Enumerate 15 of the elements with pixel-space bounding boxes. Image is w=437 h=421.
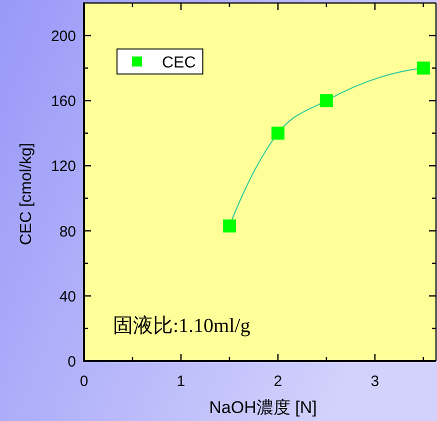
- x-tick-label: 2: [274, 373, 282, 390]
- x-tick-label: 1: [176, 373, 186, 390]
- y-axis-title: CEC [cmol/kg]: [18, 142, 35, 246]
- annotation: 固液比:1.10ml/g: [113, 315, 250, 337]
- x-tick-label: 3: [370, 373, 380, 390]
- y-tick-label: 40: [59, 288, 76, 306]
- y-tick-label: 200: [50, 28, 76, 46]
- y-tick-label: 160: [50, 93, 76, 110]
- legend: CEC: [116, 48, 204, 74]
- legend-label: CEC: [162, 54, 196, 72]
- x-tick-label: 0: [80, 373, 88, 390]
- y-tick-label: 80: [59, 223, 76, 240]
- x-axis-title: NaOH濃度 [N]: [209, 398, 317, 417]
- y-tick-label: 120: [50, 158, 76, 176]
- y-tick-label: 0: [68, 354, 76, 370]
